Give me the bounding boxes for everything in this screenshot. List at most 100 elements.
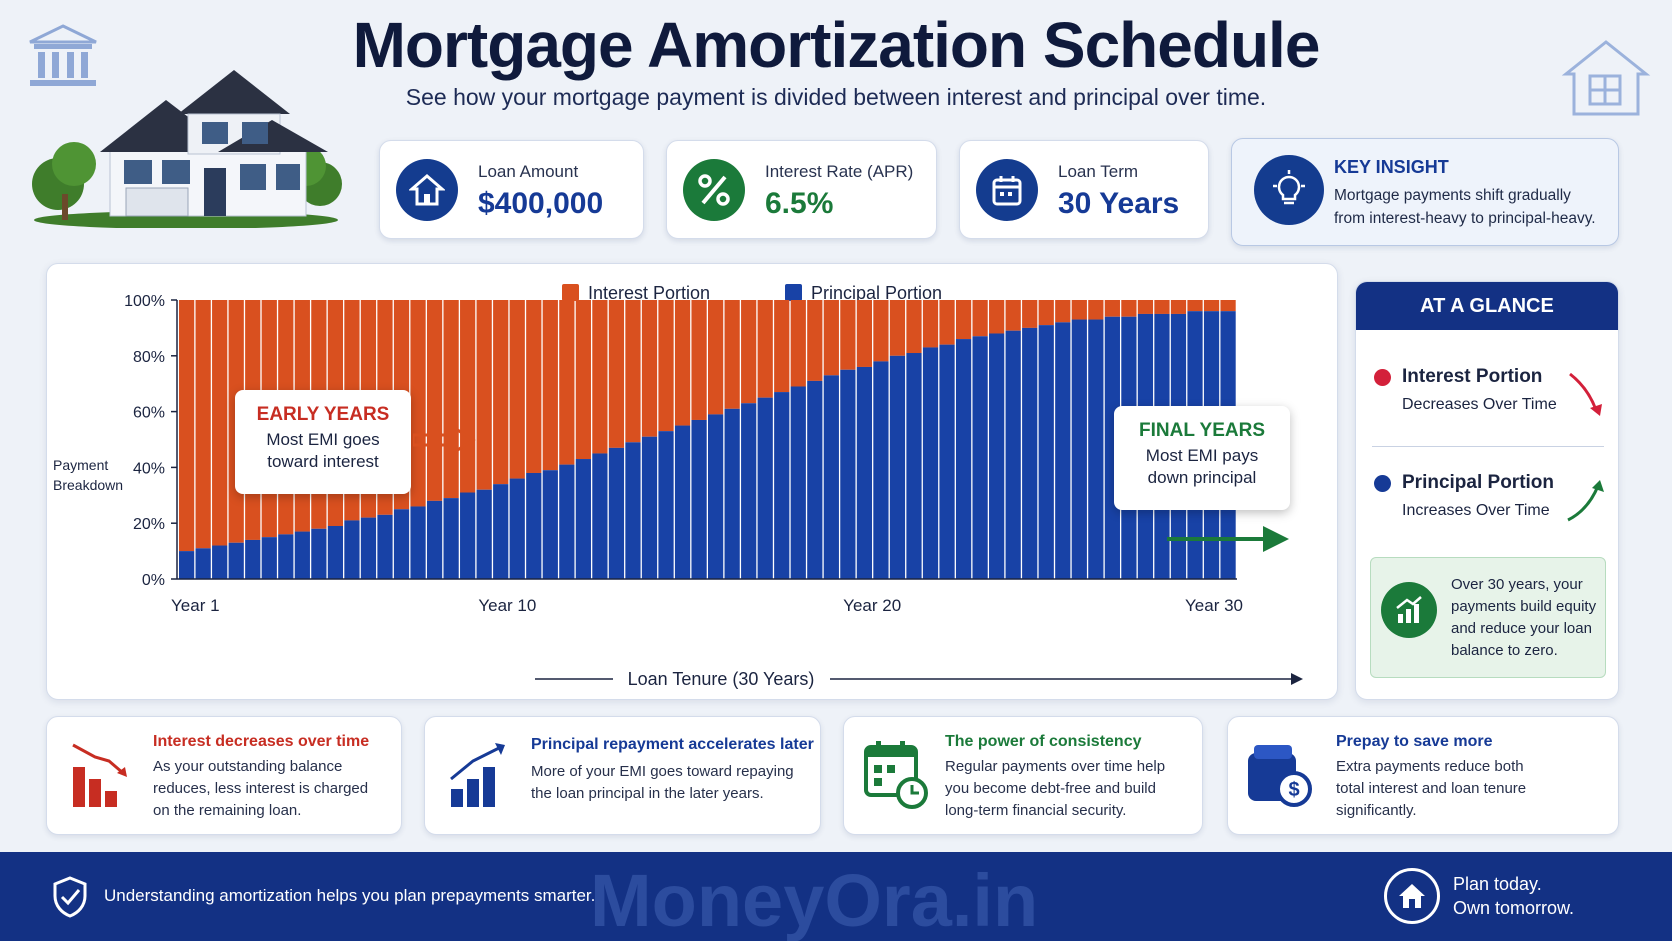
interest-bar: [509, 300, 525, 479]
interest-bar: [1022, 300, 1038, 328]
x-axis-title: Loan Tenure (30 Years): [628, 669, 815, 689]
principal-bar: [261, 537, 277, 579]
principal-bar: [542, 470, 558, 579]
interest-bar: [1005, 300, 1021, 331]
interest-bar: [691, 300, 707, 420]
equity-note-line3: and reduce your loan: [1451, 620, 1592, 637]
info-card-title: Prepay to save more: [1336, 733, 1493, 750]
interest-bar: [443, 300, 459, 499]
principal-bar: [195, 548, 211, 579]
interest-bar: [939, 300, 955, 345]
interest-bar: [757, 300, 773, 398]
calendar-icon: [976, 159, 1038, 221]
info-card-line: reduces, less interest is charged: [153, 780, 369, 797]
principal-bar: [575, 459, 591, 579]
principal-bar: [658, 431, 674, 579]
early-years-arrow-icon: [411, 424, 477, 456]
principal-bar: [741, 403, 757, 579]
stat-label: Interest Rate (APR): [765, 162, 914, 181]
stat-card-interest-rate: Interest Rate (APR) 6.5%: [666, 140, 937, 239]
interest-bar: [641, 300, 658, 437]
info-card-consistency: The power of consistency Regular payment…: [843, 716, 1203, 835]
interest-bar: [1220, 300, 1236, 312]
principal-bar: [1071, 319, 1087, 579]
principal-bar: [757, 397, 773, 579]
final-years-callout: FINAL YEARS Most EMI pays down principal: [1114, 406, 1290, 510]
principal-bar: [625, 442, 641, 579]
principal-bar: [708, 414, 724, 579]
interest-bar: [575, 300, 591, 460]
page-title: Mortgage Amortization Schedule: [352, 9, 1321, 81]
interest-bar: [807, 300, 823, 381]
principal-bar: [493, 484, 509, 579]
principal-bar: [344, 520, 360, 579]
interest-bar: [708, 300, 724, 415]
home-outline-icon: [1560, 36, 1652, 120]
interest-bar: [410, 300, 426, 507]
principal-bar: [294, 531, 310, 579]
final-years-arrow-icon: [1167, 522, 1293, 556]
equity-note-box: Over 30 years, your payments build equit…: [1370, 557, 1606, 678]
principal-bar: [840, 369, 856, 579]
principal-bar: [790, 386, 806, 579]
key-insight-title: KEY INSIGHT: [1334, 157, 1449, 177]
principal-bar: [228, 542, 244, 579]
shield-check-icon: [52, 876, 88, 918]
interest-bar: [608, 300, 625, 448]
interest-bar: [476, 300, 492, 490]
principal-bar: [906, 353, 922, 579]
info-card-line: long-term financial security.: [945, 802, 1127, 819]
info-card-interest: Interest decreases over time As your out…: [46, 716, 402, 835]
bank-icon: [24, 22, 102, 92]
principal-bar: [1038, 325, 1054, 579]
interest-bar: [559, 300, 575, 465]
info-card-line: More of your EMI goes toward repaying: [531, 763, 794, 780]
interest-bar: [1088, 300, 1104, 320]
glance-interest-sub: Decreases Over Time: [1402, 396, 1557, 413]
interest-bar: [774, 300, 790, 393]
final-years-title: FINAL YEARS: [1139, 420, 1265, 441]
interest-bar: [840, 300, 856, 370]
y-axis-title-line1: Payment: [53, 457, 108, 473]
early-years-line1: Most EMI goes: [266, 430, 380, 449]
x-tick-label: Year 20: [843, 596, 901, 615]
interest-bar: [790, 300, 806, 387]
interest-bar: [195, 300, 211, 549]
legend-label-principal: Principal Portion: [811, 283, 942, 303]
principal-bar: [972, 336, 988, 579]
interest-bar: [526, 300, 542, 473]
principal-bar: [476, 489, 492, 579]
house-icon: [396, 159, 458, 221]
principal-bar: [327, 525, 344, 579]
trend-down-icon: [1566, 370, 1606, 418]
info-card-prepay: $ Prepay to save more Extra payments red…: [1227, 716, 1619, 835]
principal-bar: [245, 539, 261, 579]
y-tick-label: 60%: [133, 405, 165, 422]
interest-bar: [724, 300, 740, 409]
interest-bar: [592, 300, 608, 454]
y-tick-label: 40%: [133, 460, 165, 477]
early-years-callout: EARLY YEARS Most EMI goes toward interes…: [235, 390, 411, 494]
key-insight-line2: from interest-heavy to principal-heavy.: [1334, 210, 1596, 227]
info-card-title: The power of consistency: [945, 733, 1142, 750]
early-years-line2: toward interest: [267, 452, 379, 471]
footer-note: Understanding amortization helps you pla…: [104, 886, 596, 905]
interest-bar: [1055, 300, 1071, 323]
interest-bar: [426, 300, 443, 501]
principal-bar: [856, 366, 873, 579]
principal-bar: [641, 436, 658, 579]
interest-bar: [823, 300, 839, 376]
equity-note-line1: Over 30 years, your: [1451, 576, 1583, 593]
principal-bar: [674, 425, 691, 579]
lightbulb-icon: [1254, 155, 1324, 225]
stat-label: Loan Term: [1058, 162, 1139, 181]
percent-icon: [683, 159, 745, 221]
y-tick-label: 0%: [142, 572, 165, 589]
page-subtitle: See how your mortgage payment is divided…: [405, 84, 1267, 110]
info-card-line: you become debt-free and build: [945, 780, 1156, 797]
interest-bar: [1104, 300, 1120, 317]
interest-bar: [972, 300, 988, 337]
info-card-line: on the remaining loan.: [153, 802, 302, 819]
calendar-clock-icon: [862, 737, 930, 811]
y-tick-label: 100%: [124, 293, 165, 310]
